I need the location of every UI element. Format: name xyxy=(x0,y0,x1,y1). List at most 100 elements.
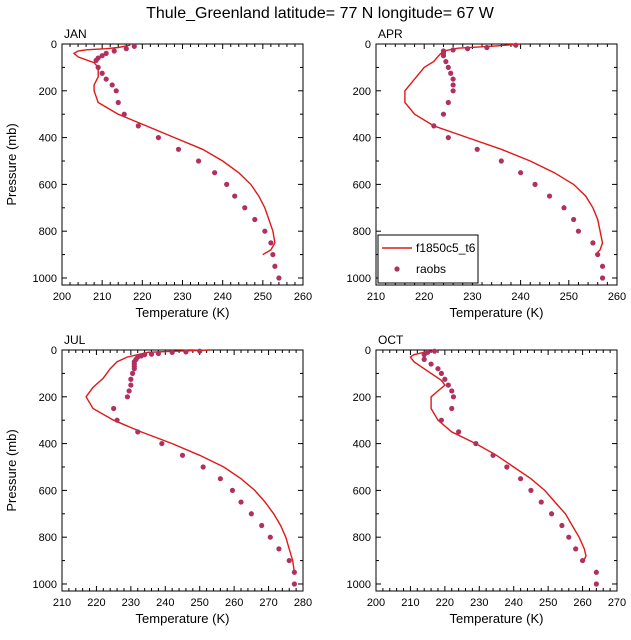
x-axis-label: Temperature (K) xyxy=(136,611,230,626)
raobs-point xyxy=(443,58,449,65)
raobs-point xyxy=(286,557,292,564)
raobs-point xyxy=(595,251,601,258)
x-tick-label: 260 xyxy=(225,597,243,609)
raobs-point xyxy=(528,487,534,493)
raobs-point xyxy=(114,417,120,423)
raobs-point xyxy=(200,464,206,470)
raobs-point xyxy=(124,394,131,400)
raobs-point xyxy=(450,47,456,53)
raobs-point xyxy=(217,476,223,482)
legend-obs-swatch xyxy=(394,266,400,272)
raobs-point xyxy=(593,569,599,575)
x-tick-label: 220 xyxy=(87,597,105,609)
y-tick-label: 0 xyxy=(365,345,371,357)
raobs-point xyxy=(504,464,510,470)
model-series-line xyxy=(85,349,296,573)
y-tick-label: 600 xyxy=(39,485,57,497)
raobs-point xyxy=(442,376,448,382)
legend-model-label: f1850c5_t6 xyxy=(416,241,476,255)
raobs-point xyxy=(123,46,129,52)
x-tick-label: 250 xyxy=(539,597,557,609)
raobs-point xyxy=(169,349,175,355)
y-tick-label: 800 xyxy=(353,532,371,544)
plot-frame xyxy=(375,349,618,592)
panels: JAN 200 210 220 230 240 250 260 0 200 400 600 800 100… xyxy=(4,27,626,626)
x-tick-label: 230 xyxy=(463,291,481,303)
x-tick-label: 260 xyxy=(608,291,626,303)
raobs-point xyxy=(450,394,457,400)
y-tick-label: 800 xyxy=(353,226,371,238)
x-tick-label: 260 xyxy=(294,291,312,303)
raobs-point xyxy=(449,405,455,412)
raobs-point xyxy=(103,50,109,56)
raobs-point xyxy=(291,581,297,587)
raobs-point xyxy=(575,228,582,234)
raobs-point xyxy=(229,487,236,493)
y-axis-label: Pressure (mb) xyxy=(4,429,19,511)
raobs-point xyxy=(252,216,258,223)
model-series-line xyxy=(404,43,604,256)
raobs-point xyxy=(571,216,577,223)
raobs-point xyxy=(291,569,297,575)
raobs-point xyxy=(559,522,565,529)
x-tick-label: 260 xyxy=(573,597,591,609)
raobs-point xyxy=(128,382,134,388)
raobs-point xyxy=(518,170,524,176)
x-tick-label: 210 xyxy=(93,291,111,303)
chart-panel-apr: APR 210 220 230 240 250 260 0 200 400 600 800 1000 Te… xyxy=(347,27,627,320)
raobs-point xyxy=(109,82,115,88)
raobs-point xyxy=(599,275,606,281)
raobs-point xyxy=(450,88,456,94)
raobs-point xyxy=(276,546,282,552)
raobs-point xyxy=(111,405,117,412)
raobs-point xyxy=(129,370,136,376)
y-tick-label: 0 xyxy=(51,39,57,51)
raobs-point xyxy=(113,88,119,94)
raobs-point xyxy=(276,275,282,281)
x-tick-label: 210 xyxy=(367,291,385,303)
raobs-point xyxy=(155,134,161,141)
raobs-point xyxy=(474,146,480,152)
raobs-point xyxy=(593,581,599,587)
x-tick-label: 270 xyxy=(608,597,626,609)
raobs-point xyxy=(93,57,99,63)
raobs-point xyxy=(445,64,451,70)
raobs-point xyxy=(438,417,445,423)
panel-label: JUL xyxy=(64,333,86,347)
raobs-point xyxy=(484,44,490,51)
x-tick-label: 240 xyxy=(511,291,529,303)
legend-box xyxy=(377,234,479,284)
y-tick-label: 200 xyxy=(39,86,57,98)
raobs-point xyxy=(450,82,456,88)
raobs-point xyxy=(95,64,101,70)
x-tick-label: 240 xyxy=(505,597,523,609)
raobs-point xyxy=(195,158,202,164)
y-tick-label: 1000 xyxy=(33,273,57,285)
raobs-point xyxy=(212,170,218,176)
panel-label: APR xyxy=(378,27,403,41)
raobs-point xyxy=(183,349,189,355)
raobs-point xyxy=(445,382,451,388)
raobs-point xyxy=(548,511,555,517)
y-tick-label: 400 xyxy=(353,133,371,145)
raobs-point xyxy=(573,546,579,552)
y-tick-label: 0 xyxy=(365,39,371,51)
x-tick-label: 200 xyxy=(53,291,71,303)
x-tick-label: 280 xyxy=(294,597,312,609)
raobs-point xyxy=(131,366,137,372)
raobs-point xyxy=(103,76,109,82)
plot-frame xyxy=(375,43,618,286)
x-tick-label: 230 xyxy=(470,597,488,609)
raobs-point xyxy=(438,370,445,376)
raobs-point xyxy=(270,251,276,258)
raobs-point xyxy=(498,158,504,164)
raobs-point xyxy=(126,388,132,394)
x-tick-label: 240 xyxy=(213,291,231,303)
raobs-point xyxy=(242,205,248,211)
raobs-point xyxy=(538,499,544,505)
x-tick-label: 200 xyxy=(367,597,385,609)
raobs-point xyxy=(513,42,519,48)
x-tick-label: 250 xyxy=(254,291,272,303)
